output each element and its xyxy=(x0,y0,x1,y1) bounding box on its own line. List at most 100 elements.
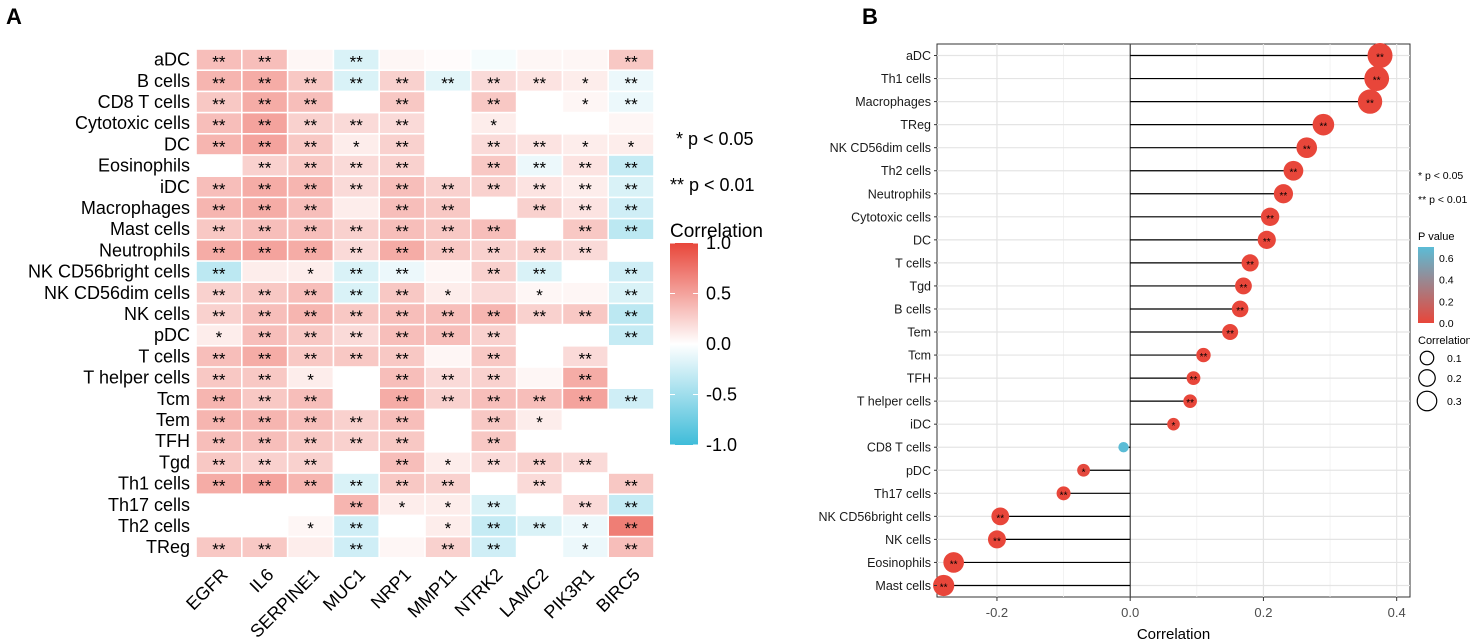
heatmap-significance-mark: ** xyxy=(212,540,226,559)
heatmap-significance-mark: ** xyxy=(258,116,272,135)
lollipop-point xyxy=(1222,324,1239,341)
heatmap-significance-mark: ** xyxy=(395,286,409,305)
heatmap-significance-mark: ** xyxy=(258,243,272,262)
heatmap-cell xyxy=(609,495,654,515)
lollipop-category-label: Tem xyxy=(907,326,931,340)
heatmap-significance-mark: * xyxy=(307,371,314,390)
lollipop-category-label: B cells xyxy=(894,302,931,316)
lollipop-category-label: T helper cells xyxy=(857,395,931,409)
heatmap-significance-mark: ** xyxy=(579,243,593,262)
lollipop-category-label: aDC xyxy=(906,49,931,63)
heatmap-cell xyxy=(517,304,562,324)
heatmap-significance-mark: ** xyxy=(624,74,638,93)
heatmap-row-label: Th2 cells xyxy=(118,516,190,536)
heatmap-cell xyxy=(425,283,470,303)
heatmap-significance-mark: ** xyxy=(487,137,501,156)
heatmap-significance-mark: ** xyxy=(487,222,501,241)
heatmap-significance-mark: ** xyxy=(624,159,638,178)
heatmap-significance-mark: ** xyxy=(533,455,547,474)
heatmap-cell xyxy=(242,325,287,345)
heatmap-cell xyxy=(334,410,379,430)
heatmap-significance-mark: ** xyxy=(395,413,409,432)
heatmap-cell xyxy=(242,198,287,218)
heatmap-cell xyxy=(517,49,562,70)
heatmap-significance-mark: ** xyxy=(304,286,318,305)
heatmap-cell xyxy=(471,389,516,409)
heatmap-cell xyxy=(425,155,470,176)
heatmap-significance-mark: ** xyxy=(579,180,593,199)
size-legend-label: 0.3 xyxy=(1447,396,1462,408)
x-tick-label: 0.2 xyxy=(1254,605,1272,620)
lollipop-significance-mark: ** xyxy=(1266,214,1274,225)
heatmap-significance-mark: ** xyxy=(395,201,409,220)
heatmap-cell xyxy=(425,389,470,409)
heatmap-significance-mark: ** xyxy=(258,307,272,326)
heatmap-cell xyxy=(196,240,241,261)
heatmap-cell xyxy=(471,410,516,430)
heatmap-cell xyxy=(471,537,516,557)
lollipop-category-label: Eosinophils xyxy=(867,556,931,570)
heatmap-significance-mark: ** xyxy=(350,498,364,517)
heatmap-row-label: T helper cells xyxy=(83,368,190,388)
heatmap-cell xyxy=(425,92,470,112)
heatmap-cell xyxy=(425,71,470,91)
heatmap-significance-mark: ** xyxy=(624,477,638,496)
heatmap-cell xyxy=(609,410,654,430)
heatmap-cell xyxy=(242,516,287,536)
lollipop-point xyxy=(1296,137,1318,158)
heatmap-cell xyxy=(242,367,287,388)
heatmap-cell xyxy=(563,304,608,324)
heatmap-significance-mark: * xyxy=(582,74,589,93)
heatmap-cell xyxy=(196,537,241,557)
heatmap-significance-mark: ** xyxy=(395,243,409,262)
heatmap-significance-mark: ** xyxy=(395,159,409,178)
colorbar-tick-label: 0.0 xyxy=(706,334,731,354)
heatmap-row-label: TFH xyxy=(155,431,190,451)
heatmap-significance-mark: ** xyxy=(350,265,364,284)
heatmap-significance-mark: ** xyxy=(350,116,364,135)
x-axis-title: Correlation xyxy=(1137,626,1210,641)
heatmap-significance-mark: ** xyxy=(395,477,409,496)
lollipop-category-label: Macrophages xyxy=(855,95,931,109)
heatmap-significance-mark: ** xyxy=(624,307,638,326)
heatmap-significance-mark: ** xyxy=(258,222,272,241)
lollipop-point xyxy=(1357,89,1383,114)
heatmap-significance-mark: ** xyxy=(533,519,547,538)
heatmap-significance-mark: ** xyxy=(533,74,547,93)
heatmap-cell xyxy=(242,452,287,473)
heatmap-cell xyxy=(380,452,425,473)
heatmap-cell xyxy=(563,49,608,70)
heatmap-row-label: aDC xyxy=(154,50,190,70)
heatmap-significance-mark: * xyxy=(582,519,589,538)
lollipop-category-label: TReg xyxy=(900,118,931,132)
heatmap-significance-mark: ** xyxy=(624,498,638,517)
heatmap-cell xyxy=(334,240,379,261)
heatmap-cell xyxy=(288,431,333,451)
lollipop-point xyxy=(1183,394,1197,408)
lollipop-point xyxy=(1257,230,1276,249)
heatmap-significance-mark: ** xyxy=(395,222,409,241)
lollipop-category-label: Mast cells xyxy=(875,579,931,593)
heatmap-cell xyxy=(425,49,470,70)
heatmap-significance-mark: ** xyxy=(258,53,272,72)
lollipop-category-label: pDC xyxy=(906,464,931,478)
heatmap-significance-mark: ** xyxy=(579,455,593,474)
lollipop-category-label: DC xyxy=(913,233,931,247)
heatmap-significance-mark: ** xyxy=(350,328,364,347)
heatmap-cell xyxy=(563,283,608,303)
heatmap-significance-mark: ** xyxy=(258,413,272,432)
heatmap-cell xyxy=(609,431,654,451)
heatmap-cell xyxy=(563,198,608,218)
heatmap-cell xyxy=(563,367,608,388)
heatmap-significance-mark: ** xyxy=(533,392,547,411)
heatmap-cell xyxy=(609,367,654,388)
colorbar-tick-label: -1.0 xyxy=(706,435,737,455)
heatmap-cell xyxy=(196,71,241,91)
heatmap-significance-mark: ** xyxy=(624,180,638,199)
heatmap-cell xyxy=(380,367,425,388)
heatmap-cell xyxy=(471,134,516,155)
heatmap-cell xyxy=(288,537,333,557)
heatmap-significance-mark: ** xyxy=(395,74,409,93)
heatmap-significance-mark: ** xyxy=(304,243,318,262)
heatmap-cell xyxy=(288,283,333,303)
